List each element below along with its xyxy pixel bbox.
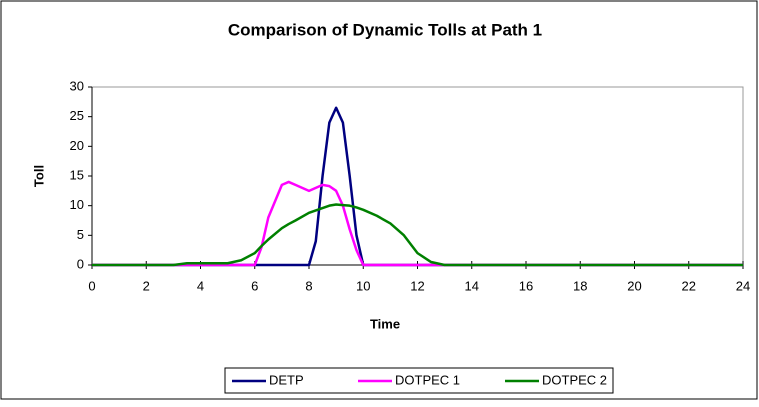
x-tick-label: 12	[410, 278, 424, 293]
x-tick-label: 14	[465, 278, 479, 293]
legend-label: DETP	[269, 372, 304, 387]
x-tick-label: 18	[573, 278, 587, 293]
y-tick-label: 0	[77, 256, 84, 271]
x-tick-label: 0	[88, 278, 95, 293]
x-tick-label: 16	[519, 278, 533, 293]
y-tick-label: 5	[77, 227, 84, 242]
x-tick-label: 2	[143, 278, 150, 293]
y-tick-label: 15	[70, 167, 84, 182]
y-tick-label: 10	[70, 197, 84, 212]
y-axis-label: Toll	[31, 165, 46, 187]
legend	[224, 367, 614, 394]
x-tick-label: 24	[736, 278, 750, 293]
y-tick-label: 25	[70, 108, 84, 123]
legend-label: DOTPEC 2	[542, 372, 607, 387]
x-tick-label: 22	[682, 278, 696, 293]
x-tick-label: 6	[251, 278, 258, 293]
chart-title: Comparison of Dynamic Tolls at Path 1	[228, 20, 542, 39]
x-tick-label: 8	[305, 278, 312, 293]
x-axis-label: Time	[370, 316, 400, 331]
x-tick-label: 20	[627, 278, 641, 293]
x-tick-label: 10	[356, 278, 370, 293]
x-tick-label: 4	[197, 278, 204, 293]
y-tick-label: 20	[70, 138, 84, 153]
legend-label: DOTPEC 1	[395, 372, 460, 387]
y-tick-label: 30	[70, 78, 84, 93]
series-line	[92, 203, 743, 267]
